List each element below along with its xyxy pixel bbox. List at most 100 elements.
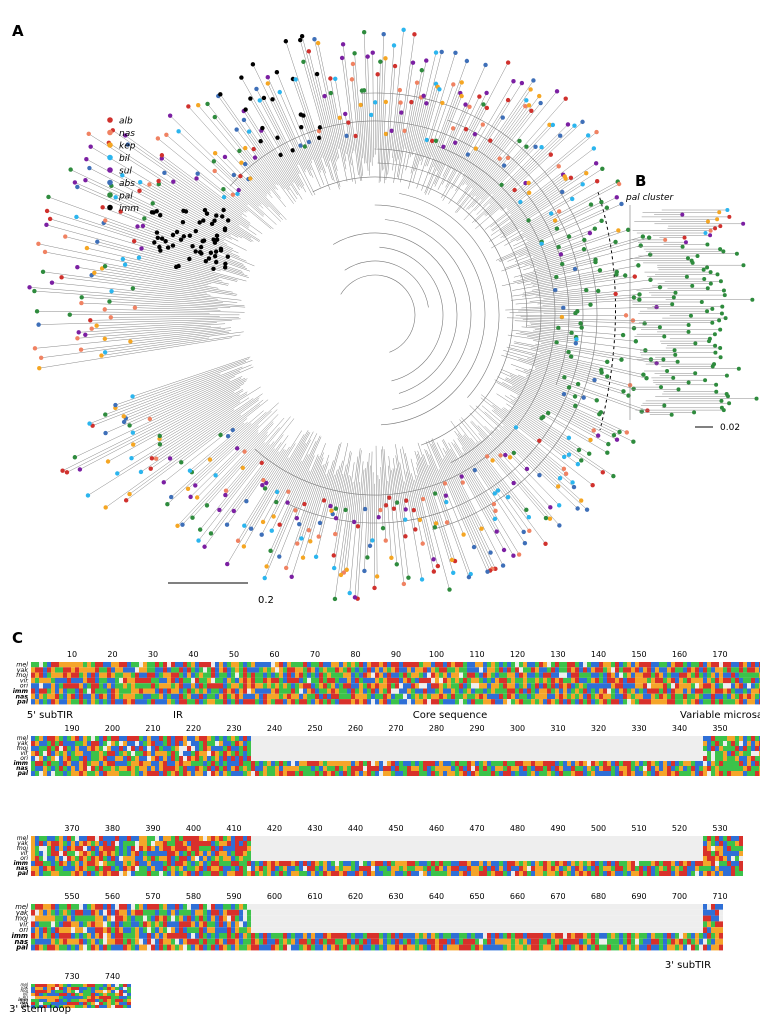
nucleotide <box>87 761 91 766</box>
nucleotide <box>647 836 651 841</box>
nucleotide <box>203 662 207 667</box>
tip <box>132 239 136 243</box>
nucleotide <box>391 841 395 846</box>
nucleotide <box>175 736 179 741</box>
tip <box>258 98 262 102</box>
nucleotide <box>383 741 387 746</box>
nucleotide <box>367 751 371 756</box>
nucleotide <box>659 662 663 667</box>
tip <box>59 275 63 279</box>
nucleotide <box>59 841 63 846</box>
nucleotide <box>47 841 51 846</box>
nucleotide <box>55 673 59 678</box>
nucleotide <box>691 694 695 699</box>
nucleotide <box>615 741 619 746</box>
nucleotide <box>39 766 43 771</box>
nucleotide <box>67 736 71 741</box>
tip <box>275 70 279 74</box>
nucleotide <box>91 689 95 694</box>
nucleotide <box>143 689 147 694</box>
tip <box>378 508 382 512</box>
nucleotide <box>719 751 723 756</box>
nucleotide <box>351 771 355 776</box>
tip <box>278 153 282 157</box>
nucleotide <box>535 841 539 846</box>
nucleotide <box>379 761 383 766</box>
nucleotide <box>695 741 699 746</box>
tip <box>343 112 347 116</box>
nucleotide <box>143 746 147 751</box>
nucleotide <box>575 751 579 756</box>
nucleotide <box>39 746 43 751</box>
tip <box>673 353 677 357</box>
nucleotide <box>739 746 743 751</box>
nucleotide <box>539 836 543 841</box>
nucleotide <box>491 683 495 688</box>
tip <box>633 274 637 278</box>
nucleotide <box>355 846 359 851</box>
nucleotide <box>67 673 71 678</box>
nucleotide <box>679 694 683 699</box>
nucleotide <box>651 683 655 688</box>
nucleotide <box>559 766 563 771</box>
tip <box>231 428 235 432</box>
nucleotide <box>467 746 471 751</box>
tip <box>226 218 230 222</box>
nucleotide <box>687 741 691 746</box>
nucleotide <box>291 836 295 841</box>
nucleotide <box>599 699 603 704</box>
nucleotide <box>467 694 471 699</box>
nucleotide <box>259 846 263 851</box>
nucleotide <box>183 683 187 688</box>
nucleotide <box>423 689 427 694</box>
nucleotide <box>131 756 135 761</box>
nucleotide <box>79 741 83 746</box>
nucleotide <box>147 771 151 776</box>
nucleotide <box>567 766 571 771</box>
nucleotide <box>507 683 511 688</box>
nucleotide <box>551 836 555 841</box>
nucleotide <box>91 699 95 704</box>
nucleotide <box>303 683 307 688</box>
nucleotide <box>531 746 535 751</box>
tip <box>451 571 455 575</box>
nucleotide <box>655 766 659 771</box>
nucleotide <box>743 678 747 683</box>
nucleotide <box>215 736 219 741</box>
nucleotide <box>255 694 259 699</box>
nucleotide <box>487 699 491 704</box>
nucleotide <box>667 699 671 704</box>
nucleotide <box>203 751 207 756</box>
nucleotide <box>123 836 127 841</box>
nucleotide <box>67 756 71 761</box>
nucleotide <box>127 761 131 766</box>
branch <box>411 473 434 571</box>
nucleotide <box>459 761 463 766</box>
nucleotide <box>399 741 403 746</box>
nucleotide <box>663 746 667 751</box>
tip <box>573 394 577 398</box>
nucleotide <box>311 689 315 694</box>
branch <box>358 468 366 599</box>
nucleotide <box>207 683 211 688</box>
tip <box>528 87 532 91</box>
nucleotide <box>323 736 327 741</box>
nucleotide <box>335 746 339 751</box>
tip <box>477 94 481 98</box>
tip <box>713 332 717 336</box>
branch <box>200 444 269 529</box>
branch <box>34 291 244 306</box>
nucleotide <box>199 751 203 756</box>
nucleotide <box>683 766 687 771</box>
nucleotide <box>563 678 567 683</box>
nucleotide <box>151 766 155 771</box>
nucleotide <box>295 678 299 683</box>
nucleotide <box>39 667 43 672</box>
branch <box>512 290 555 296</box>
nucleotide <box>355 766 359 771</box>
nucleotide <box>659 699 663 704</box>
nucleotide <box>87 694 91 699</box>
nucleotide <box>95 751 99 756</box>
nucleotide <box>547 756 551 761</box>
nucleotide <box>555 673 559 678</box>
